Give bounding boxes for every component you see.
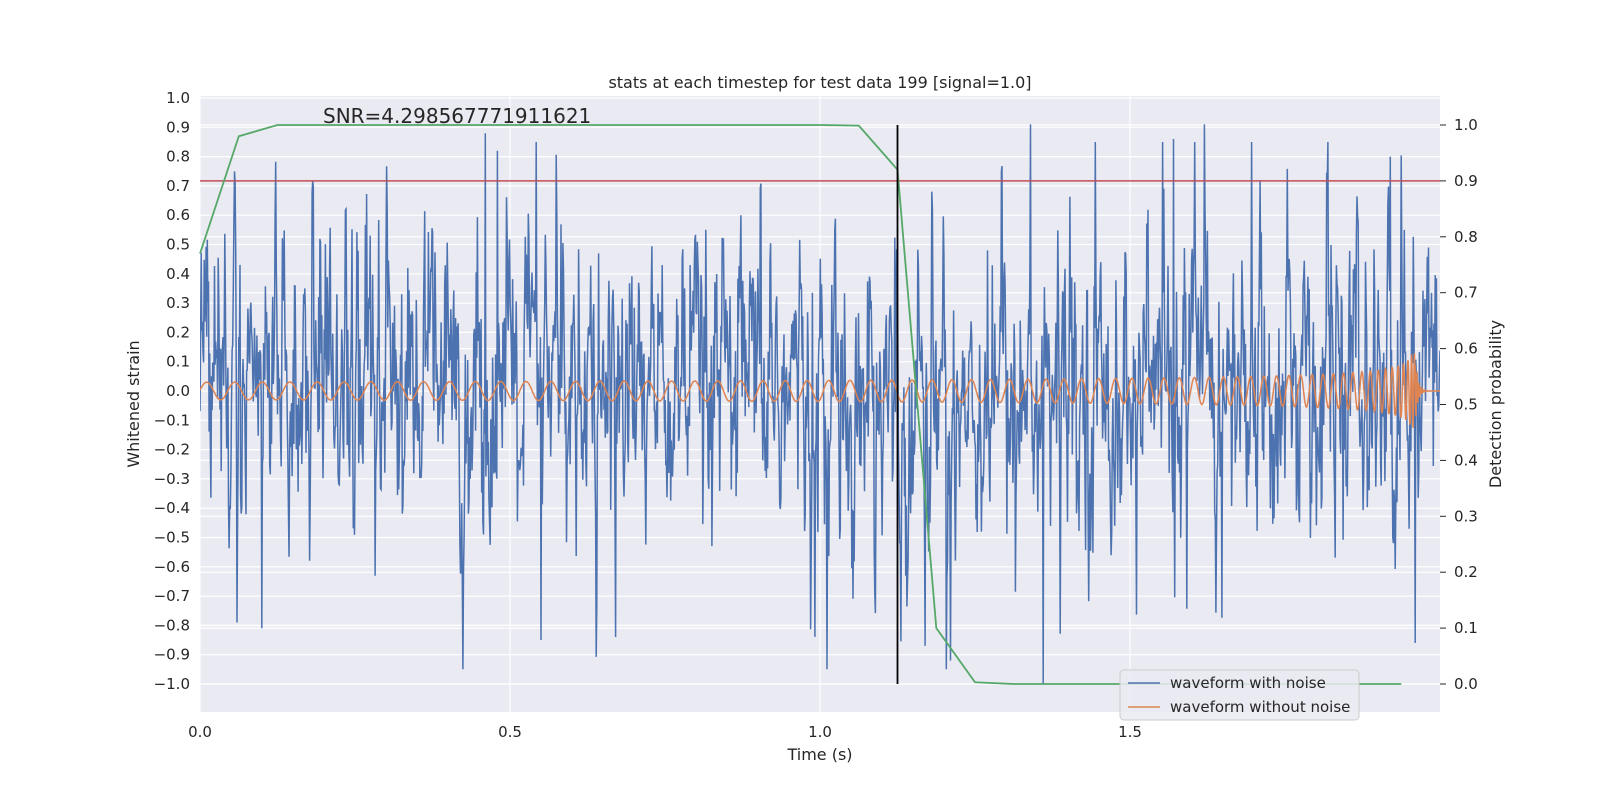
- y2-tick-label: 0.5: [1454, 396, 1478, 414]
- y2-tick-label: 0.9: [1454, 172, 1478, 190]
- axis-layer: 1.0 0.9 0.8 0.7 0.6 0.5 0.4 0.3 0.2 0.1 0.0 −0.1 −0.…: [154, 89, 1478, 741]
- legend: waveform with noise waveform without noi…: [1119, 669, 1360, 721]
- y-tick-label: −0.6: [154, 558, 190, 576]
- y-tick-label: −0.7: [154, 587, 190, 605]
- y-tick-label: −0.1: [154, 411, 190, 429]
- series-waveform-with-noise: [200, 124, 1440, 685]
- y-tick-label: 1.0: [166, 89, 190, 107]
- y-tick-label: −0.2: [154, 441, 190, 459]
- snr-annotation: SNR=4.298567771911621: [323, 104, 591, 128]
- x-tick-label: 0.0: [188, 723, 212, 741]
- y-tick-label: −0.4: [154, 499, 190, 517]
- y-tick-label: −0.9: [154, 646, 190, 664]
- y2-tick-label: 0.3: [1454, 507, 1478, 525]
- series-layer: [200, 124, 1440, 685]
- legend-label-noise: waveform with noise: [1170, 674, 1326, 692]
- y-tick-label: −1.0: [154, 675, 190, 693]
- y2-tick-label: 0.2: [1454, 563, 1478, 581]
- y-tick-label: 0.9: [166, 118, 190, 136]
- x-axis-label: Time (s): [786, 745, 852, 764]
- chart-title: stats at each timestep for test data 199…: [608, 73, 1031, 92]
- y-tick-label: 0.7: [166, 177, 190, 195]
- y-tick-label: 0.5: [166, 236, 190, 254]
- y2-tick-label: 0.7: [1454, 284, 1478, 302]
- y2-tick-label: 0.6: [1454, 340, 1478, 358]
- y2-axis-label: Detection probability: [1486, 320, 1505, 488]
- y-tick-label: −0.8: [154, 616, 190, 634]
- y-tick-label: 0.6: [166, 206, 190, 224]
- y-tick-label: −0.3: [154, 470, 190, 488]
- y2-tick-label: 0.1: [1454, 619, 1478, 637]
- y-axis-label: Whitened strain: [124, 340, 143, 467]
- x-tick-label: 1.5: [1118, 723, 1142, 741]
- series-waveform-without-noise: [200, 352, 1440, 429]
- y-tick-label: 0.8: [166, 148, 190, 166]
- y2-tick-label: 0.8: [1454, 228, 1478, 246]
- y-tick-label: 0.1: [166, 353, 190, 371]
- y-tick-label: 0.4: [166, 265, 190, 283]
- y2-tick-label: 0.0: [1454, 675, 1478, 693]
- overlay-layer: [199, 124, 1440, 685]
- series-detection-probability: [199, 124, 1402, 685]
- y2-tick-label: 1.0: [1454, 116, 1478, 134]
- y-tick-label: 0.2: [166, 323, 190, 341]
- x-tick-label: 1.0: [808, 723, 832, 741]
- x-tick-label: 0.5: [498, 723, 522, 741]
- legend-label-clean: waveform without noise: [1170, 698, 1350, 716]
- legend-box: [1119, 669, 1360, 721]
- y-tick-label: 0.3: [166, 294, 190, 312]
- y2-tick-label: 0.4: [1454, 451, 1478, 469]
- y-tick-label: 0.0: [166, 382, 190, 400]
- y-tick-label: −0.5: [154, 529, 190, 547]
